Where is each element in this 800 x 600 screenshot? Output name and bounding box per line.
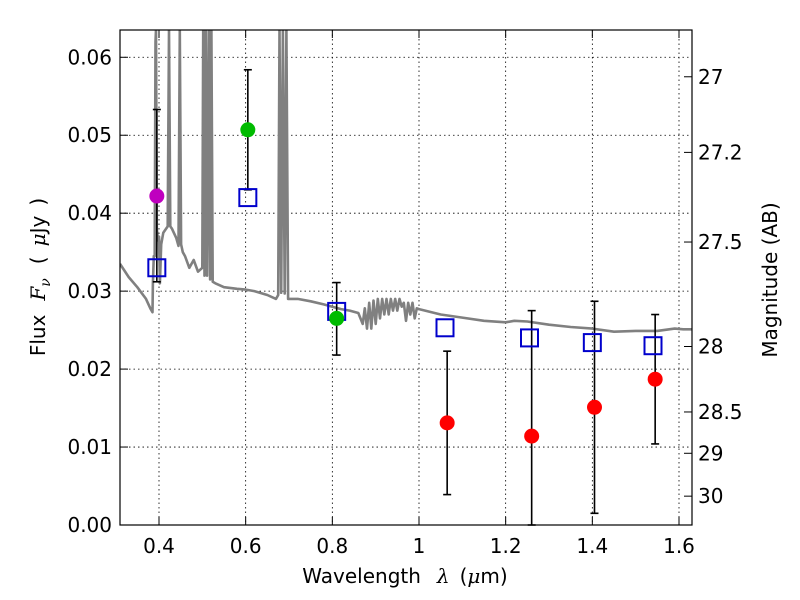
y2-tick-label: 27.2 [698, 140, 743, 164]
x-tick-label: 1 [413, 534, 426, 558]
y-tick-label: 0.06 [67, 45, 112, 69]
model-photometry-square [435, 318, 455, 338]
x-tick-label: 0.6 [230, 534, 262, 558]
y2-tick-label: 28.5 [698, 400, 743, 424]
x-tick-label: 1.6 [663, 534, 695, 558]
y-tick-label: 0.02 [67, 357, 112, 381]
y-tick-label: 0.03 [67, 279, 112, 303]
y2-tick-label: 27 [698, 65, 723, 89]
model-photometry-square [643, 336, 663, 356]
y2-axis-label: Magnitude (AB) [758, 202, 782, 357]
y-tick-label: 0.01 [67, 435, 112, 459]
plot-frame [119, 29, 693, 526]
y2-tick-label: 28 [698, 334, 723, 358]
model-photometry-square [520, 328, 539, 348]
observed-photometry-point [329, 310, 345, 326]
x-tick-label: 0.4 [143, 534, 175, 558]
observed-photometry-point [240, 122, 256, 138]
x-tick-label: 1.4 [576, 534, 608, 558]
y2-tick-label: 27.5 [698, 230, 743, 254]
observed-photometry-point [524, 428, 540, 444]
x-axis-label: Wavelength λ (μm) [302, 564, 507, 588]
y-tick-label: 0.05 [67, 123, 112, 147]
model-photometry-square [582, 333, 602, 353]
y2-tick-label: 29 [698, 441, 723, 465]
observed-photometry-point [647, 371, 663, 387]
observed-photometry-markers [149, 122, 663, 444]
model-photometry-square [147, 258, 167, 278]
x-tick-label: 1.2 [490, 534, 522, 558]
model-photometry-square [238, 188, 258, 208]
x-tick-label: 0.8 [316, 534, 348, 558]
observed-photometry-point [587, 399, 602, 415]
y-tick-label: 0.04 [67, 201, 112, 225]
observed-photometry-point [439, 415, 455, 431]
x-axis-ticks: 0.4 0.6 0.8 1 1.2 1.4 1.6 [143, 30, 695, 558]
y-axis-label: Flux Fν ( μJy ) [26, 198, 54, 356]
model-photometry-markers [147, 188, 663, 356]
grid [120, 30, 692, 526]
y2-axis-ticks: 27 27.2 27.5 28 28.5 29 30 [684, 65, 743, 508]
y2-tick-label: 30 [698, 484, 723, 508]
observed-photometry-point [149, 188, 165, 204]
sed-model-layer [120, 30, 692, 334]
y-axis-ticks: 0.00 0.01 0.02 0.03 0.04 0.05 0.06 [67, 45, 128, 537]
sed-model-line [120, 30, 692, 334]
y-tick-label: 0.00 [67, 513, 112, 537]
